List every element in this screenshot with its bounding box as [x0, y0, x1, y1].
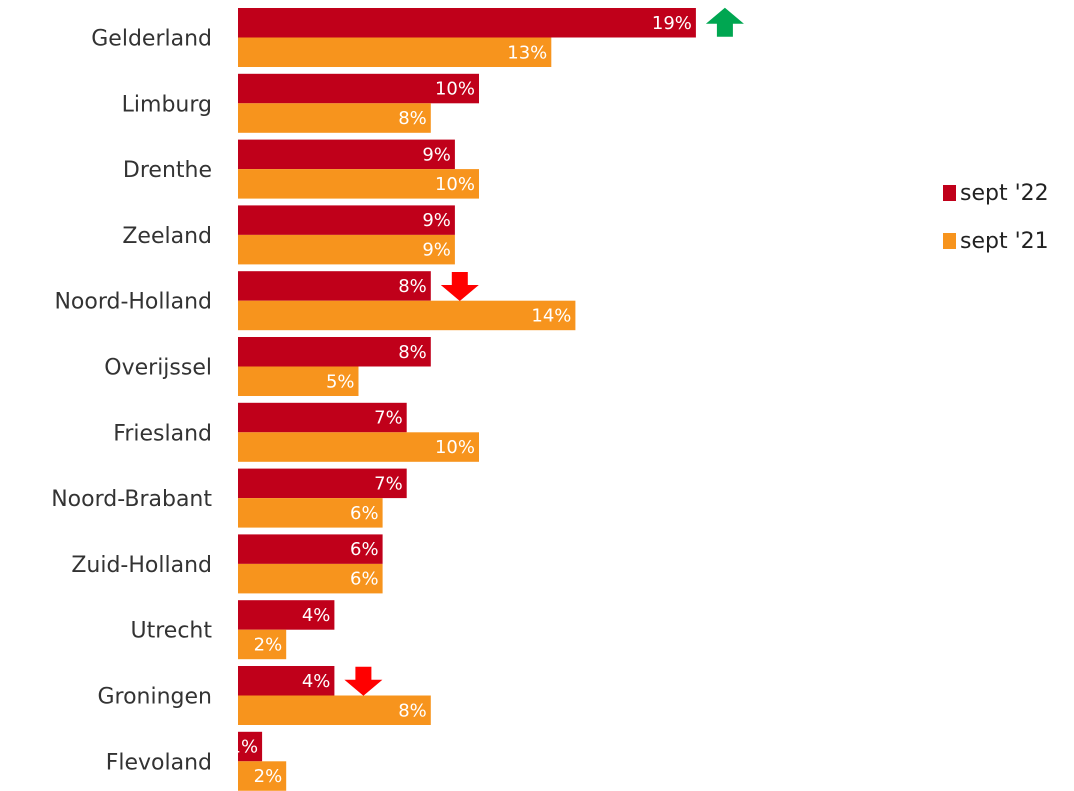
data-label-sept-21-noord-holland: 14% [531, 305, 571, 326]
data-label-sept-21-friesland: 10% [435, 437, 475, 458]
bars-group: 19% 13% 10% 8% 9% 10% 9% 9% 8% 14% 8% 5% 7% 10% 7% 6% 6%… [230, 8, 696, 791]
data-label-sept-21-gelderland: 13% [507, 42, 547, 63]
data-label-sept-21-zuid-holland: 6% [350, 569, 379, 590]
bar-sept-21-groningen [238, 695, 431, 725]
data-label-sept-22-overijssel: 8% [398, 342, 427, 363]
bar-sept-21-noord-brabant [238, 498, 383, 528]
data-label-sept-22-noord-brabant: 7% [374, 473, 403, 494]
data-label-sept-21-drenthe: 10% [435, 174, 475, 195]
data-label-sept-22-limburg: 10% [435, 79, 475, 100]
bar-sept-21-overijssel [238, 366, 359, 396]
bar-sept-22-flevoland [238, 731, 263, 762]
category-label-overijssel: Overijssel [104, 356, 212, 381]
arrow-down-icon [344, 666, 383, 696]
data-label-sept-21-groningen: 8% [398, 700, 427, 721]
arrow-down-icon [440, 271, 479, 301]
bar-sept-22-limburg [238, 73, 479, 104]
bar-sept-22-groningen [238, 666, 335, 696]
legend-swatch-sept-21 [943, 233, 956, 249]
annotation-arrows [344, 7, 744, 696]
category-label-groningen: Groningen [97, 685, 212, 710]
legend-label-sept-21: sept '21 [960, 229, 1049, 254]
category-label-zeeland: Zeeland [122, 224, 212, 249]
data-label-sept-22-zuid-holland: 6% [350, 539, 379, 560]
data-label-sept-22-flevoland: 1% [230, 737, 259, 758]
bar-sept-21-zuid-holland [238, 563, 383, 594]
bar-sept-22-utrecht [238, 600, 335, 630]
category-label-noord-holland: Noord-Holland [54, 290, 212, 315]
legend-label-sept-22: sept '22 [960, 181, 1049, 206]
arrow-up-icon [705, 7, 744, 37]
data-label-sept-21-utrecht: 2% [254, 634, 283, 655]
category-label-gelderland: Gelderland [91, 27, 212, 52]
bar-sept-21-zeeland [238, 234, 455, 265]
data-label-sept-21-limburg: 8% [398, 108, 427, 129]
data-label-sept-22-utrecht: 4% [302, 605, 331, 626]
legend-swatch-sept-22 [943, 185, 956, 201]
category-label-flevoland: Flevoland [106, 750, 212, 775]
bar-sept-22-overijssel [238, 337, 431, 367]
data-label-sept-22-groningen: 4% [302, 671, 331, 692]
bar-sept-21-friesland [238, 432, 479, 462]
bar-sept-22-zeeland [238, 205, 455, 235]
bar-sept-22-friesland [238, 402, 407, 433]
bar-sept-21-utrecht [238, 629, 287, 660]
data-label-sept-21-overijssel: 5% [326, 371, 355, 392]
category-labels: Gelderland Limburg Drenthe Zeeland Noord-Hol… [51, 27, 212, 776]
data-label-sept-22-gelderland: 19% [652, 13, 692, 34]
bar-sept-21-drenthe [238, 169, 479, 199]
data-label-sept-21-zeeland: 9% [422, 240, 451, 261]
category-label-utrecht: Utrecht [131, 619, 213, 644]
bar-sept-22-noord-holland [238, 271, 431, 301]
data-label-sept-21-noord-brabant: 6% [350, 503, 379, 524]
data-label-sept-22-noord-holland: 8% [398, 276, 427, 297]
bar-sept-22-noord-brabant [238, 468, 407, 499]
bar-sept-21-flevoland [238, 761, 287, 791]
legend: sept '22 sept '21 [943, 181, 1049, 254]
data-label-sept-22-zeeland: 9% [422, 210, 451, 231]
category-label-limburg: Limburg [122, 92, 212, 117]
bar-sept-21-limburg [238, 103, 431, 133]
category-label-drenthe: Drenthe [123, 158, 212, 183]
category-label-friesland: Friesland [113, 421, 212, 446]
data-label-sept-22-friesland: 7% [374, 408, 403, 429]
bar-sept-22-drenthe [238, 139, 455, 170]
data-label-sept-22-drenthe: 9% [422, 144, 451, 165]
bar-sept-22-zuid-holland [238, 534, 383, 564]
data-label-sept-21-flevoland: 2% [254, 766, 283, 787]
bar-sept-21-gelderland [238, 37, 552, 67]
bar-sept-22-gelderland [238, 8, 696, 38]
category-label-zuid-holland: Zuid-Holland [71, 553, 212, 578]
bar-sept-21-noord-holland [238, 300, 576, 331]
category-label-noord-brabant: Noord-Brabant [51, 487, 212, 512]
